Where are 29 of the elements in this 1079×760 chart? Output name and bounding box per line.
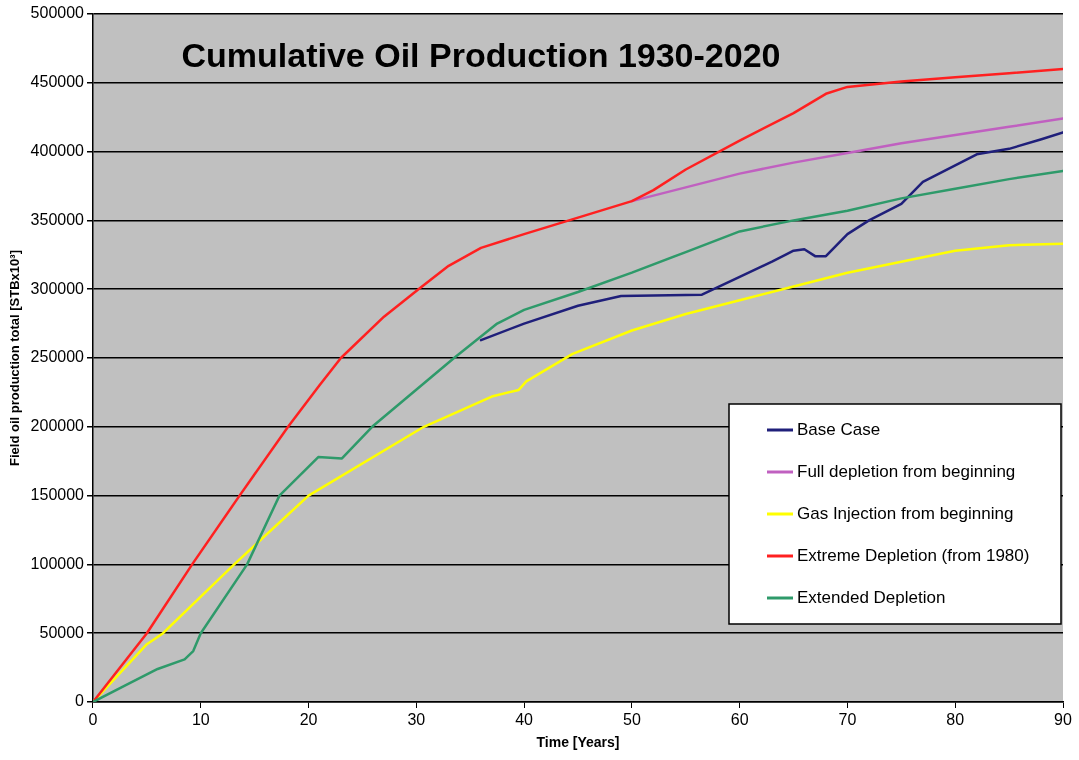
- x-tick-label: 30: [407, 711, 426, 729]
- legend-label: Gas Injection from beginning: [797, 503, 1014, 523]
- y-tick-label: 100000: [30, 554, 85, 572]
- y-tick-label: 0: [75, 692, 85, 710]
- y-tick-label: 300000: [30, 279, 85, 297]
- y-tick-label: 500000: [30, 4, 85, 22]
- legend-label: Base Case: [797, 419, 881, 439]
- y-tick-label: 200000: [30, 417, 85, 435]
- legend-label: Extended Depletion: [797, 587, 946, 607]
- x-tick-label: 80: [946, 711, 965, 729]
- x-tick-label: 60: [730, 711, 749, 729]
- x-tick-label: 20: [299, 711, 318, 729]
- y-tick-label: 450000: [30, 73, 85, 91]
- text: Cumulative Oil Production 1930-2020: [181, 36, 781, 75]
- y-tick-label: 50000: [39, 623, 85, 641]
- x-tick-label: 40: [515, 711, 534, 729]
- y-axis-title: Field oil production total [STBx10³]: [7, 250, 23, 466]
- y-tick-label: 150000: [30, 486, 85, 504]
- legend-label: Extreme Depletion (from 1980): [797, 545, 1030, 565]
- y-tick-label: 250000: [30, 348, 85, 366]
- legend-label: Full depletion from beginning: [797, 461, 1016, 481]
- x-tick-label: 90: [1054, 711, 1072, 729]
- x-axis-title: Time [Years]: [536, 734, 620, 751]
- x-tick-label: 70: [838, 711, 857, 729]
- y-tick-label: 400000: [30, 142, 85, 160]
- x-tick-label: 0: [88, 711, 98, 729]
- x-tick-label: 50: [622, 711, 641, 729]
- y-tick-label: 350000: [30, 210, 85, 228]
- x-tick-label: 10: [191, 711, 210, 729]
